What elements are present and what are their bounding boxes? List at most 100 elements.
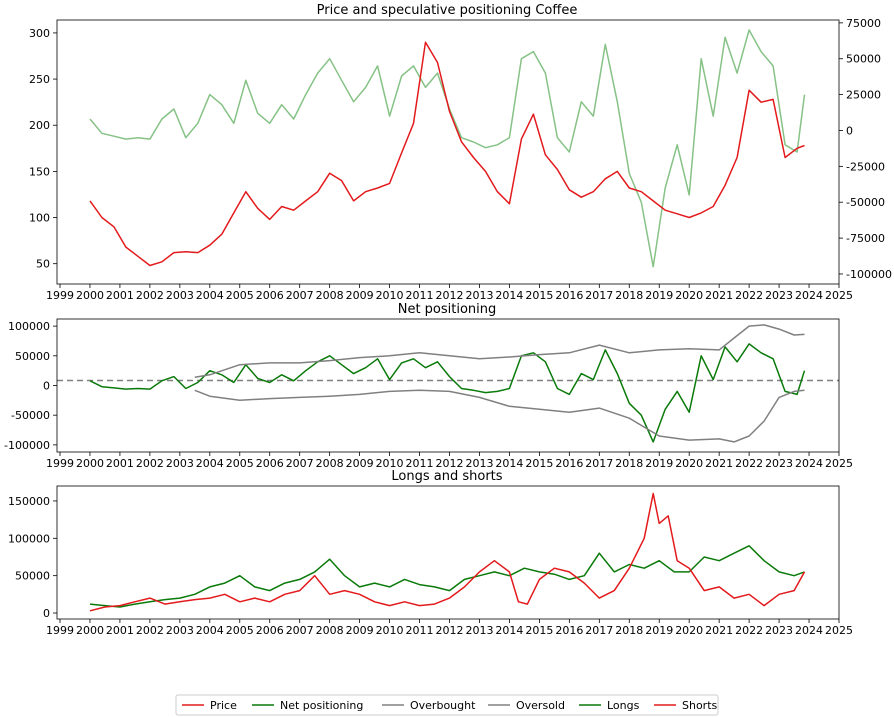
price-positioning-x-tick-label: 2008 [316,289,344,302]
legend-box [175,694,719,716]
net-positioning-x-tick-label: 2015 [525,457,553,470]
longs-shorts-x-tick-label: 2013 [465,624,493,637]
net-positioning-y-tick-label: 0 [43,380,50,393]
net-positioning-x-tick-label: 2020 [675,457,703,470]
longs-shorts-x-tick-label: 2008 [316,624,344,637]
legend-net-positioning-label: Net positioning [280,699,363,712]
net-positioning-x-tick-label: 2009 [346,457,374,470]
longs-shorts-x-tick-label: 2022 [735,624,763,637]
net-positioning-y-tick-label: 50000 [15,350,50,363]
price-positioning-x-tick-label: 2012 [435,289,463,302]
net-positioning-overbought-line [194,324,805,378]
net-positioning-x-tick-label: 2025 [825,457,853,470]
price-positioning-y2-tick-label: 0 [846,124,853,137]
price-positioning-x-tick-label: 2020 [675,289,703,302]
net-positioning-x-tick-label: 2007 [286,457,314,470]
price-positioning-x-tick-label: 2002 [136,289,164,302]
price-positioning-x-tick-label: 2010 [376,289,404,302]
price-positioning-x-tick-label: 1999 [46,289,74,302]
price-positioning-x-tick-label: 2003 [166,289,194,302]
price-positioning-title: Price and speculative positioning Coffee [317,3,578,18]
price-positioning-x-tick-label: 2015 [525,289,553,302]
longs-shorts-x-tick-label: 2025 [825,624,853,637]
legend-price-label: Price [210,699,237,712]
longs-shorts-x-tick-label: 2014 [495,624,523,637]
longs-shorts-x-tick-label: 2017 [585,624,613,637]
net-positioning-x-tick-label: 2021 [705,457,733,470]
net-positioning-x-tick-label: 2010 [376,457,404,470]
longs-shorts-x-tick-label: 2023 [765,624,793,637]
price-positioning-y2-tick-label: -25000 [846,160,885,173]
net-positioning-title: Net positioning [398,302,497,317]
legend-overbought-label: Overbought [410,699,476,712]
price-positioning-x-tick-label: 2007 [286,289,314,302]
price-positioning-x-tick-label: 2022 [735,289,763,302]
price-positioning-y-tick-label: 300 [29,27,50,40]
price-positioning-x-tick-label: 2000 [76,289,104,302]
price-positioning-y-tick-label: 200 [29,119,50,132]
price-positioning-x-tick-label: 2011 [406,289,434,302]
longs-shorts-x-tick-label: 2012 [435,624,463,637]
net-positioning-x-tick-label: 2003 [166,457,194,470]
longs-shorts-longs-line [89,545,805,608]
legend: Price Net positioning Overbought Oversold Lo… [175,694,719,716]
longs-shorts-x-tick-label: 2021 [705,624,733,637]
price-positioning-y-tick-label: 150 [29,165,50,178]
price-positioning-x-tick-label: 2024 [795,289,823,302]
net-positioning-panel: Net positioning 1999 2000 2001 2002 2003 2004… [4,302,853,470]
net-positioning-frame [56,318,840,453]
longs-shorts-shorts-line [89,492,806,612]
price-positioning-y2-tick-label: -50000 [846,196,885,209]
longs-shorts-x-tick-label: 2002 [136,624,164,637]
price-positioning-x-tick-label: 2004 [196,289,224,302]
net-positioning-x-tick-label: 2000 [76,457,104,470]
net-positioning-oversold-line [194,389,805,443]
net-positioning-x-tick-label: 2023 [765,457,793,470]
price-positioning-x-tick-label: 2019 [645,289,673,302]
net-positioning-y-tick-label: -50000 [11,409,50,422]
price-positioning-frame [56,19,840,285]
legend-shorts-label: Shorts [682,699,718,712]
net-positioning-x-tick-label: 2006 [256,457,284,470]
longs-shorts-y-tick-label: 0 [43,607,50,620]
longs-shorts-plot-area [89,492,806,612]
price-positioning-y-tick-label: 250 [29,73,50,86]
longs-shorts-x-tick-label: 2024 [795,624,823,637]
net-positioning-x-tick-label: 2022 [735,457,763,470]
price-positioning-x-tick-label: 2016 [555,289,583,302]
longs-shorts-x-tick-label: 1999 [46,624,74,637]
price-positioning-x-tick-label: 2025 [825,289,853,302]
net-positioning-net-positioning-line [89,343,806,443]
longs-shorts-x-tick-label: 2016 [555,624,583,637]
longs-shorts-x-tick-label: 2009 [346,624,374,637]
net-positioning-x-tick-label: 2019 [645,457,673,470]
price-positioning-y2-tick-label: 25000 [846,89,881,102]
longs-shorts-title: Longs and shorts [391,469,502,484]
net-positioning-x-tick-label: 2002 [136,457,164,470]
net-positioning-x-tick-label: 2008 [316,457,344,470]
price-positioning-y2-tick-label: 50000 [846,53,881,66]
longs-shorts-panel: Longs and shorts 1999 2000 2001 2002 2003 200… [8,469,853,637]
net-positioning-x-tick-label: 2005 [226,457,254,470]
price-positioning-price-line [89,41,805,267]
longs-shorts-frame [56,485,840,620]
price-positioning-y-tick-label: 100 [29,212,50,225]
longs-shorts-x-tick-label: 2018 [615,624,643,637]
longs-shorts-y-tick-label: 100000 [8,532,50,545]
longs-shorts-x-tick-label: 2000 [76,624,104,637]
net-positioning-x-tick-label: 2018 [615,457,643,470]
price-positioning-x-tick-label: 2023 [765,289,793,302]
net-positioning-x-tick-label: 1999 [46,457,74,470]
price-positioning-x-tick-label: 2013 [465,289,493,302]
net-positioning-x-tick-label: 2017 [585,457,613,470]
price-positioning-x-tick-label: 2009 [346,289,374,302]
net-positioning-plot-area [57,324,839,443]
longs-shorts-x-tick-label: 2015 [525,624,553,637]
price-positioning-y2-tick-label: 75000 [846,17,881,30]
net-positioning-x-tick-label: 2014 [495,457,523,470]
price-positioning-x-tick-label: 2018 [615,289,643,302]
net-positioning-x-tick-label: 2004 [196,457,224,470]
price-positioning-y2-tick-label: -75000 [846,232,885,245]
longs-shorts-x-tick-label: 2006 [256,624,284,637]
longs-shorts-x-tick-label: 2005 [226,624,254,637]
